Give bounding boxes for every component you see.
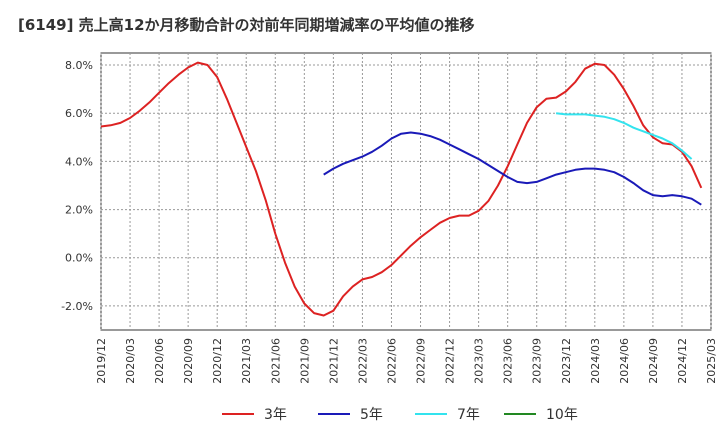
legend-item: 10年: [504, 407, 578, 423]
series-line-3年: [100, 61, 703, 317]
x-tick-label: 2022/09: [415, 338, 428, 384]
legend-item: 5年: [318, 407, 383, 423]
x-tick-label: 2024/12: [676, 338, 689, 384]
legend: 3年 5年 7年 10年: [222, 407, 578, 423]
series-lines: [100, 61, 703, 317]
x-tick-label: 2024/09: [647, 338, 660, 384]
legend-item: 7年: [415, 407, 480, 423]
legend-label: 7年: [457, 407, 480, 423]
series-line-5年: [323, 131, 702, 206]
x-tick-label: 2022/06: [385, 338, 398, 384]
x-tick-label: 2022/03: [356, 338, 369, 384]
legend-label: 10年: [546, 407, 578, 423]
y-tick-label: 2.0%: [65, 204, 93, 217]
x-tick-label: 2021/09: [298, 338, 311, 384]
x-tick-label: 2021/12: [327, 338, 340, 384]
x-tick-label: 2022/12: [444, 338, 457, 384]
series-line-7年: [555, 112, 693, 160]
legend-label: 3年: [264, 407, 287, 423]
y-tick-label: -2.0%: [61, 300, 93, 313]
x-tick-label: 2020/06: [153, 338, 166, 384]
y-axis-ticks: 8.0% 6.0% 4.0% 2.0% 0.0% -2.0%: [61, 59, 93, 313]
grid-lines: [100, 53, 712, 330]
x-tick-label: 2023/03: [473, 338, 486, 384]
y-tick-label: 4.0%: [65, 155, 93, 168]
chart-title: [6149] 売上高12か月移動合計の対前年同期増減率の平均値の推移: [18, 16, 475, 34]
x-tick-label: 2020/03: [124, 338, 137, 384]
x-tick-label: 2023/09: [531, 338, 544, 384]
x-axis-ticks: 2019/12 2020/03 2020/06 2020/09 2020/12 2021/…: [95, 338, 718, 384]
plot-area: [100, 52, 712, 331]
x-tick-label: 2021/06: [269, 338, 282, 384]
x-tick-label: 2020/09: [182, 338, 195, 384]
x-tick-label: 2019/12: [95, 338, 108, 384]
x-tick-label: 2023/06: [502, 338, 515, 384]
x-tick-label: 2023/12: [560, 338, 573, 384]
legend-item: 3年: [222, 407, 287, 423]
x-tick-label: 2021/03: [240, 338, 253, 384]
y-tick-label: 0.0%: [65, 252, 93, 265]
x-tick-label: 2024/03: [589, 338, 602, 384]
legend-label: 5年: [360, 407, 383, 423]
x-tick-label: 2025/03: [705, 338, 718, 384]
plot-border: [100, 52, 712, 331]
y-tick-label: 8.0%: [65, 59, 93, 72]
y-tick-label: 6.0%: [65, 107, 93, 120]
x-tick-label: 2024/06: [618, 338, 631, 384]
x-tick-label: 2020/12: [211, 338, 224, 384]
